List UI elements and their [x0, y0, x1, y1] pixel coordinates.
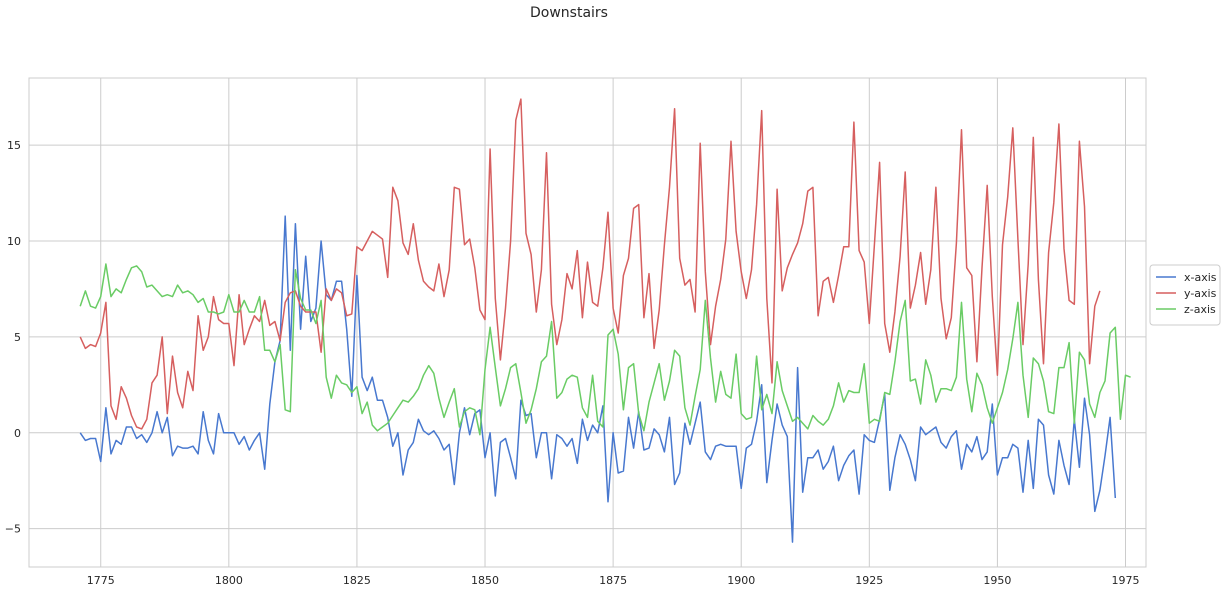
y-tick-label: 5 — [14, 331, 21, 344]
legend-label-x-axis: x-axis — [1184, 271, 1217, 284]
y-tick-label: 15 — [7, 139, 21, 152]
x-tick-label: 1775 — [87, 574, 115, 587]
plot-frame — [28, 77, 1147, 568]
chart-title: Downstairs — [530, 5, 608, 21]
x-tick-label: 1825 — [343, 574, 371, 587]
series-line-y-axis — [79, 98, 1101, 430]
x-tick-label: 1875 — [599, 574, 627, 587]
x-tick-label: 1950 — [983, 574, 1011, 587]
x-tick-label: 1975 — [1112, 574, 1140, 587]
y-tick-label: 10 — [7, 235, 21, 248]
legend-box — [1149, 264, 1221, 326]
x-tick-label: 1925 — [855, 574, 883, 587]
legend-label-y-axis: y-axis — [1184, 287, 1217, 300]
series-line-z-axis — [79, 263, 1131, 436]
x-tick-label: 1900 — [727, 574, 755, 587]
y-tick-label: 0 — [14, 427, 21, 440]
x-tick-label: 1800 — [215, 574, 243, 587]
x-tick-label: 1850 — [471, 574, 499, 587]
series-line-x-axis — [79, 215, 1117, 543]
legend-label-z-axis: z-axis — [1184, 303, 1216, 316]
y-tick-label: −5 — [5, 523, 21, 536]
